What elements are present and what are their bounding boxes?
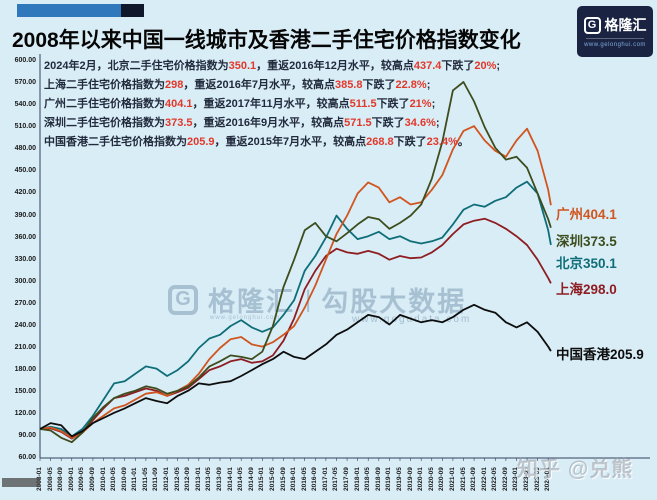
x-tick-label: 2009-05 [78, 467, 86, 491]
x-tick-label: 2013-05 [205, 467, 213, 491]
x-tick-label: 2022-09 [501, 467, 509, 491]
x-tick-label: 2017-09 [343, 467, 351, 491]
x-tick-label: 2020-09 [438, 467, 446, 491]
x-tick-label: 2018-09 [374, 467, 382, 491]
x-tick-label: 2016-09 [311, 467, 319, 491]
logo-brand: 格隆汇 [604, 17, 647, 33]
x-tick-label: 2015-01 [258, 467, 266, 491]
x-tick-label: 2017-05 [332, 467, 340, 491]
zhihu-watermark: 知乎 @兑熊 [517, 458, 634, 481]
x-tick-label: 2013-01 [194, 467, 202, 491]
x-tick-label: 2009-01 [67, 467, 75, 491]
y-tick-label: 600.00 [14, 57, 36, 64]
x-tick-label: 2010-01 [99, 467, 107, 491]
y-tick-label: 480.00 [14, 145, 36, 153]
y-tick-label: 360.00 [14, 233, 36, 241]
header-deco-blue [17, 4, 121, 17]
series-line-中国香港 [39, 303, 552, 438]
y-tick-label: 240.00 [14, 321, 36, 329]
x-tick-label: 2020-05 [427, 467, 435, 491]
x-tick-label: 2016-05 [300, 467, 308, 491]
x-tick-label: 2021-05 [459, 467, 467, 491]
y-tick-label: 390.00 [14, 211, 36, 219]
y-tick-label: 510.00 [14, 123, 36, 131]
x-tick-label: 2015-09 [279, 467, 287, 491]
series-line-北京 [39, 180, 552, 438]
annotation-line: 上海二手住宅价格指数为298，重返2016年7月水平，较高点385.8下跌了22… [44, 79, 431, 91]
corner-badge [2, 478, 40, 487]
x-tick-label: 2021-01 [448, 467, 456, 491]
x-tick-label: 2012-01 [163, 467, 171, 491]
x-tick-label: 2008-09 [57, 467, 65, 491]
y-tick-label: 150.00 [14, 388, 36, 396]
annotation-line: 中国香港二手住宅价格指数为205.9，重返2015年7月水平，较高点268.8下… [44, 136, 469, 148]
x-tick-label: 2009-09 [88, 467, 96, 491]
y-tick-label: 180.00 [14, 366, 36, 374]
y-tick-label: 330.00 [14, 255, 36, 263]
gelonghui-logo: G 格隆汇 www.gelonghui.com [577, 6, 653, 57]
x-tick-label: 2019-09 [406, 467, 414, 491]
x-tick-label: 2018-05 [364, 467, 372, 491]
x-tick-label: 2017-01 [321, 467, 329, 491]
x-tick-label: 2015-05 [268, 467, 276, 491]
y-tick-label: 270.00 [14, 299, 36, 307]
x-tick-label: 2014-01 [226, 467, 234, 491]
x-tick-label: 2019-05 [395, 467, 403, 491]
end-label-上海: 上海298.0 [556, 282, 617, 298]
x-tick-label: 2018-01 [353, 467, 361, 491]
y-tick-label: 540.00 [14, 101, 36, 109]
header-deco-dark [121, 4, 144, 17]
y-tick-label: 450.00 [14, 167, 36, 175]
end-label-广州: 广州404.1 [556, 207, 617, 223]
watermark-brand-url: www.gelonghui.com [210, 315, 281, 321]
x-tick-label: 2019-01 [385, 467, 393, 491]
y-tick-label: 90.00 [18, 432, 36, 440]
x-tick-label: 2013-09 [215, 467, 223, 491]
x-tick-label: 2008-05 [46, 467, 54, 491]
end-label-中国香港: 中国香港205.9 [556, 347, 644, 363]
x-tick-label: 2012-09 [184, 467, 192, 491]
x-tick-label: 2016-01 [290, 467, 298, 491]
end-label-深圳: 深圳373.5 [556, 233, 617, 249]
center-watermark: G 格隆汇 | 勾股大数据 [168, 280, 466, 319]
annotation-line: 深圳二手住宅价格指数为373.5，重返2016年9月水平，较高点571.5下跌了… [44, 117, 440, 129]
series-line-广州 [39, 125, 552, 439]
annotation-line: 2024年2月，北京二手住宅价格指数为350.1，重返2016年12月水平，较高… [44, 60, 501, 72]
logo-url: www.gelonghui.com [584, 42, 646, 48]
x-tick-label: 2021-09 [470, 467, 478, 491]
logo-g-icon: G [583, 16, 601, 34]
x-tick-label: 2011-01 [131, 467, 139, 492]
x-tick-label: 2022-05 [491, 467, 499, 491]
y-tick-label: 420.00 [14, 189, 36, 197]
x-tick-label: 2014-05 [237, 467, 245, 491]
x-tick-label: 2010-05 [110, 467, 118, 491]
logo-divider [586, 38, 644, 39]
series-line-上海 [39, 217, 552, 440]
end-label-北京: 北京350.1 [556, 255, 617, 271]
page-title: 2008年以来中国一线城市及香港二手住宅价格指数变化 [12, 29, 521, 52]
y-tick-label: 60.00 [18, 454, 36, 462]
x-tick-label: 2010-09 [120, 467, 128, 491]
series-line-深圳 [39, 81, 552, 444]
annotation-line: 广州二手住宅价格指数为404.1，重返2017年11月水平，较高点511.5下跌… [44, 98, 436, 110]
x-tick-label: 2011-09 [152, 467, 160, 492]
y-tick-label: 570.00 [14, 79, 36, 87]
watermark-g-icon: G [168, 284, 198, 315]
x-tick-label: 2020-01 [417, 467, 425, 491]
y-tick-label: 300.00 [14, 277, 36, 285]
watermark-name: 勾股大数据 [321, 287, 467, 317]
y-tick-label: 120.00 [14, 410, 36, 418]
y-tick-label: 210.00 [14, 344, 36, 352]
x-tick-label: 2014-09 [247, 467, 255, 491]
x-tick-label: 2011-05 [141, 467, 149, 492]
x-tick-label: 2022-01 [480, 467, 488, 491]
x-tick-label: 2012-05 [173, 467, 181, 491]
